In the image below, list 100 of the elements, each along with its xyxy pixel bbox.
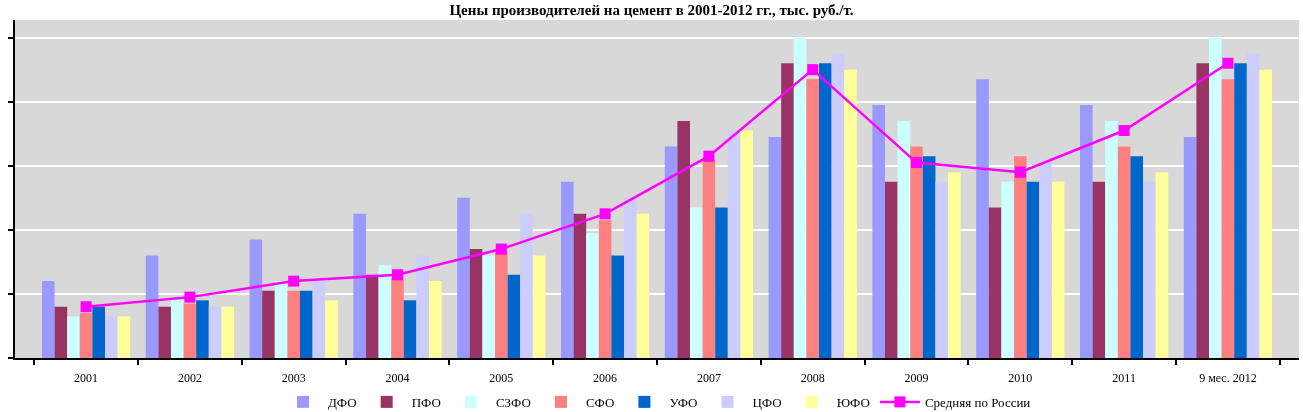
bar (1143, 181, 1156, 358)
point (391, 269, 403, 281)
bar (1026, 181, 1040, 358)
bar (781, 63, 794, 358)
bar (1092, 181, 1106, 358)
bar (1155, 172, 1169, 358)
bar (1130, 156, 1144, 358)
point (1014, 166, 1026, 178)
bar (170, 300, 184, 358)
point (184, 291, 196, 303)
bar (1105, 120, 1118, 358)
bar (287, 290, 300, 358)
legend-label: УФО (669, 394, 698, 410)
bar (312, 281, 326, 358)
bar (611, 255, 624, 358)
x-tick-label: 2002 (177, 371, 202, 386)
point (1222, 57, 1234, 69)
point (807, 64, 819, 76)
x-tick-label: 2001 (74, 371, 99, 386)
point (495, 243, 507, 255)
legend-label: СЗФО (495, 394, 531, 410)
bar (145, 255, 159, 358)
x-tick-label: 2008 (800, 371, 825, 386)
bar (403, 300, 417, 358)
point (911, 157, 923, 169)
bar (988, 207, 1002, 358)
bar (41, 281, 55, 358)
bar (677, 120, 690, 358)
bar (79, 313, 93, 358)
legend-label: ЮФО (836, 394, 870, 410)
x-tick-label: 2006 (593, 371, 618, 386)
chart-title: Цены производителей на цемент в 2001-2012 гг., тыс. руб./т. (449, 2, 854, 19)
bar (624, 197, 637, 358)
bar (1221, 79, 1235, 358)
legend-label: СФО (585, 394, 615, 410)
x-tick-label: 2010 (1008, 371, 1033, 386)
bar (636, 213, 650, 358)
bar (494, 252, 508, 358)
x-tick-label: 2003 (281, 371, 306, 386)
bar (1039, 162, 1052, 358)
bar (1183, 136, 1197, 358)
bar (54, 306, 68, 358)
bar (221, 306, 234, 358)
bar (885, 181, 898, 358)
bar (793, 37, 807, 358)
bar (92, 306, 105, 358)
bar (922, 156, 936, 358)
bar (325, 300, 338, 358)
bar (67, 316, 80, 358)
bar (158, 306, 171, 358)
bar (1196, 63, 1210, 358)
bar (935, 181, 949, 358)
bar (897, 120, 911, 358)
bar (768, 136, 782, 358)
bar (457, 197, 470, 358)
legend-label: ДФО (328, 394, 357, 410)
bar (1051, 181, 1065, 358)
bar (1234, 63, 1247, 358)
bar (1259, 69, 1273, 358)
bar (1209, 37, 1222, 358)
bar (262, 290, 275, 358)
bar (819, 63, 832, 358)
bar (274, 281, 288, 358)
x-tick-label: 2009 (904, 371, 929, 386)
bar (664, 146, 678, 358)
bar (740, 130, 754, 358)
bar (469, 249, 483, 358)
x-tick-label: 2011 (1112, 371, 1136, 386)
bar (573, 213, 587, 358)
bar (353, 213, 366, 358)
bar (910, 146, 923, 358)
bar (1080, 104, 1093, 358)
point (703, 150, 715, 162)
bar (249, 239, 263, 358)
bar (1117, 146, 1131, 358)
point (80, 301, 92, 313)
bar (391, 277, 404, 358)
bar (560, 181, 574, 358)
point (599, 208, 611, 220)
x-tick-label: 2005 (489, 371, 514, 386)
bar (872, 104, 885, 358)
bar (976, 79, 989, 358)
bar (299, 290, 313, 358)
legend-label: ПФО (411, 394, 441, 410)
bar (948, 172, 961, 358)
bar (702, 159, 716, 358)
bar (1014, 156, 1027, 358)
bar (482, 255, 495, 358)
bar (598, 220, 612, 358)
bar (1246, 53, 1260, 358)
bar (208, 306, 222, 358)
bar (844, 69, 857, 358)
point (288, 275, 300, 287)
bar (806, 79, 820, 358)
bar (429, 281, 442, 358)
bar (196, 300, 209, 358)
bar (104, 316, 118, 358)
legend-label: ЦФО (752, 394, 782, 410)
bar (727, 130, 741, 358)
bar (365, 274, 379, 358)
